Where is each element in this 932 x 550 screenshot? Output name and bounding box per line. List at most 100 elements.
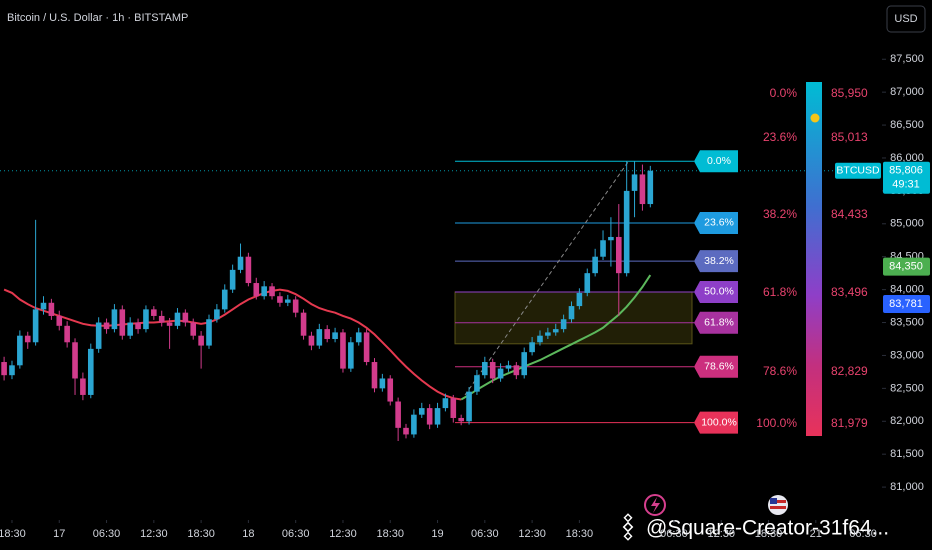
watermark: @Square-Creator-31f64... xyxy=(646,517,889,540)
x-tick-label: 06:30 xyxy=(849,528,877,540)
x-tick-label: 17 xyxy=(53,528,65,540)
lightning-icon[interactable] xyxy=(644,494,666,516)
candle-body xyxy=(466,391,472,422)
y-tick-label: 82,500 xyxy=(890,382,924,394)
price-tag-label: 84,350 xyxy=(889,260,923,272)
price-tag-label: 85,806 xyxy=(889,165,923,177)
candle-body xyxy=(411,414,417,435)
candle-body xyxy=(450,398,457,418)
fib-label-box xyxy=(694,311,738,334)
fib-label: 38.2% xyxy=(704,255,734,267)
candle-body xyxy=(600,240,606,257)
candle-body xyxy=(442,398,449,409)
candle-body xyxy=(458,417,464,422)
candle-body xyxy=(24,335,31,343)
candle-body xyxy=(308,335,315,346)
candle-body xyxy=(119,309,126,336)
x-tick-label: 18:30 xyxy=(376,528,404,540)
candle-body xyxy=(56,315,63,326)
y-tick-label: 83,500 xyxy=(890,316,924,328)
price-tag-label: 83,781 xyxy=(889,298,923,310)
candle-body xyxy=(513,365,520,376)
candle-body xyxy=(489,362,496,379)
x-tick-label: 12:30 xyxy=(140,528,168,540)
candle-body xyxy=(229,269,236,290)
candle-body xyxy=(214,309,220,320)
candle-body xyxy=(403,427,409,435)
fib-label-box xyxy=(694,411,738,434)
price-tag xyxy=(883,295,930,314)
currency-button[interactable] xyxy=(886,5,926,33)
y-tick-label: 81,500 xyxy=(890,448,924,460)
fib-panel-price: 82,829 xyxy=(831,364,868,378)
fib-label: 61.8% xyxy=(704,317,734,329)
candle-body xyxy=(355,332,362,343)
moving-average xyxy=(3,288,462,401)
x-tick-label: 12:30 xyxy=(518,528,546,540)
candle-body xyxy=(64,325,70,343)
fib-panel-level: 61.8% xyxy=(763,285,797,299)
plot-area: 0.0% 23.6% 38.2% 50.0% 61.8% 78.6% 100.0% xyxy=(0,150,882,442)
y-tick-label: 84,000 xyxy=(890,284,924,296)
fib-marker xyxy=(810,113,820,123)
price-tag xyxy=(883,161,930,194)
candle-body xyxy=(292,299,299,313)
fib-label: 100.0% xyxy=(701,416,737,428)
candle-body xyxy=(198,335,204,346)
candle-body xyxy=(521,352,528,376)
x-tick-label: 12:30 xyxy=(707,528,735,540)
candle-body xyxy=(40,302,47,310)
candle-body xyxy=(340,332,346,369)
candle-body xyxy=(158,315,165,323)
candle-body xyxy=(206,319,212,346)
x-tick-label: 19 xyxy=(431,528,443,540)
candle-body xyxy=(363,332,370,363)
candle-body xyxy=(1,362,7,376)
candle-body xyxy=(32,309,39,343)
x-tick-label: 18:30 xyxy=(0,528,26,540)
candle-body xyxy=(103,322,110,330)
candle-body xyxy=(95,322,102,349)
fib-panel-level: 23.6% xyxy=(763,130,797,144)
currency-label[interactable]: USD xyxy=(894,13,917,25)
fib-panel-level: 78.6% xyxy=(763,364,797,378)
countdown: 49:31 xyxy=(892,179,920,191)
candle-body xyxy=(647,170,654,205)
candle-body xyxy=(111,309,118,330)
candle-body xyxy=(9,365,15,376)
candle-body xyxy=(245,256,252,284)
y-tick-label: 83,000 xyxy=(890,349,924,361)
price-tag xyxy=(883,257,930,276)
candle-body xyxy=(182,312,189,323)
candle-body xyxy=(143,309,149,330)
x-tick-label: 12:30 xyxy=(329,528,357,540)
fib-label-box xyxy=(694,355,738,378)
fib-panel-price: 85,950 xyxy=(831,86,868,100)
fib-label: 78.6% xyxy=(704,360,734,372)
candle-body xyxy=(348,342,354,369)
flag-canton xyxy=(770,498,777,504)
candle-body xyxy=(552,329,559,333)
y-tick-label: 82,000 xyxy=(890,415,924,427)
candle-body xyxy=(80,378,86,395)
candle-body xyxy=(190,322,197,336)
candle-body xyxy=(166,322,173,326)
fib-label: 50.0% xyxy=(704,286,734,298)
candle-body xyxy=(568,306,575,320)
candle-body xyxy=(17,335,23,366)
x-tick-label: 06:30 xyxy=(282,528,310,540)
flag-stripe xyxy=(770,506,786,509)
flag-stripe xyxy=(770,500,786,503)
fib-gradient-bar xyxy=(806,82,822,436)
fib-label-box xyxy=(694,150,738,173)
candle-body xyxy=(277,296,283,303)
candle-body xyxy=(151,309,157,316)
fib-label: 0.0% xyxy=(707,155,731,167)
fib-panel-level: 38.2% xyxy=(763,207,797,221)
symbol-tag xyxy=(835,162,881,179)
candle-body xyxy=(395,401,401,428)
candle-body xyxy=(135,322,141,330)
x-tick-label: 06:30 xyxy=(471,528,499,540)
